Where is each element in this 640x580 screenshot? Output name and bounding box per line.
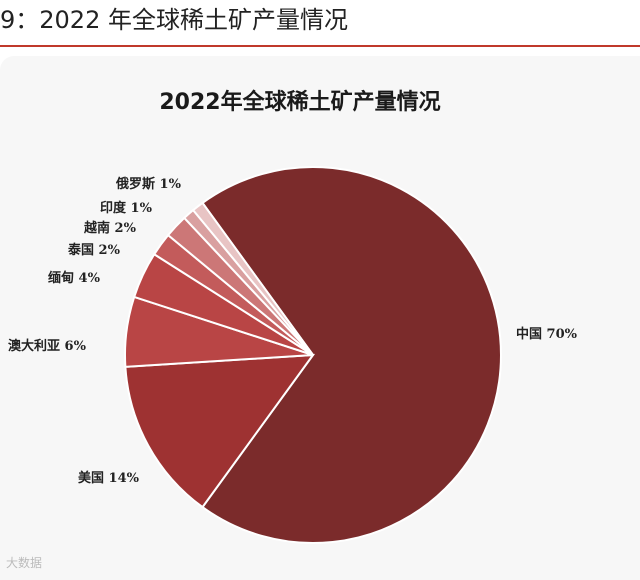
pie-slice-1 [201, 166, 502, 544]
slice-label-3: 澳大利亚 6% [8, 338, 87, 354]
slice-label-5: 泰国 2% [67, 242, 121, 258]
slice-label-8: 俄罗斯 1% [115, 176, 182, 192]
slice-label-2: 美国 14% [78, 470, 140, 486]
figure-caption: 9：2022 年全球稀土矿产量情况 [0, 6, 348, 34]
slice-label-7: 印度 1% [100, 200, 153, 216]
pie-slice-2 [124, 353, 316, 509]
slice-label-6: 越南 2% [83, 220, 137, 236]
watermark-text: 大数据 [6, 556, 43, 570]
chart-title: 2022年全球稀土矿产量情况 [159, 90, 441, 115]
pie-slice-8 [191, 201, 314, 356]
slice-label-1: 中国 70% [516, 326, 578, 342]
slice-label-4: 缅甸 4% [48, 270, 101, 286]
caption-divider [0, 45, 640, 47]
